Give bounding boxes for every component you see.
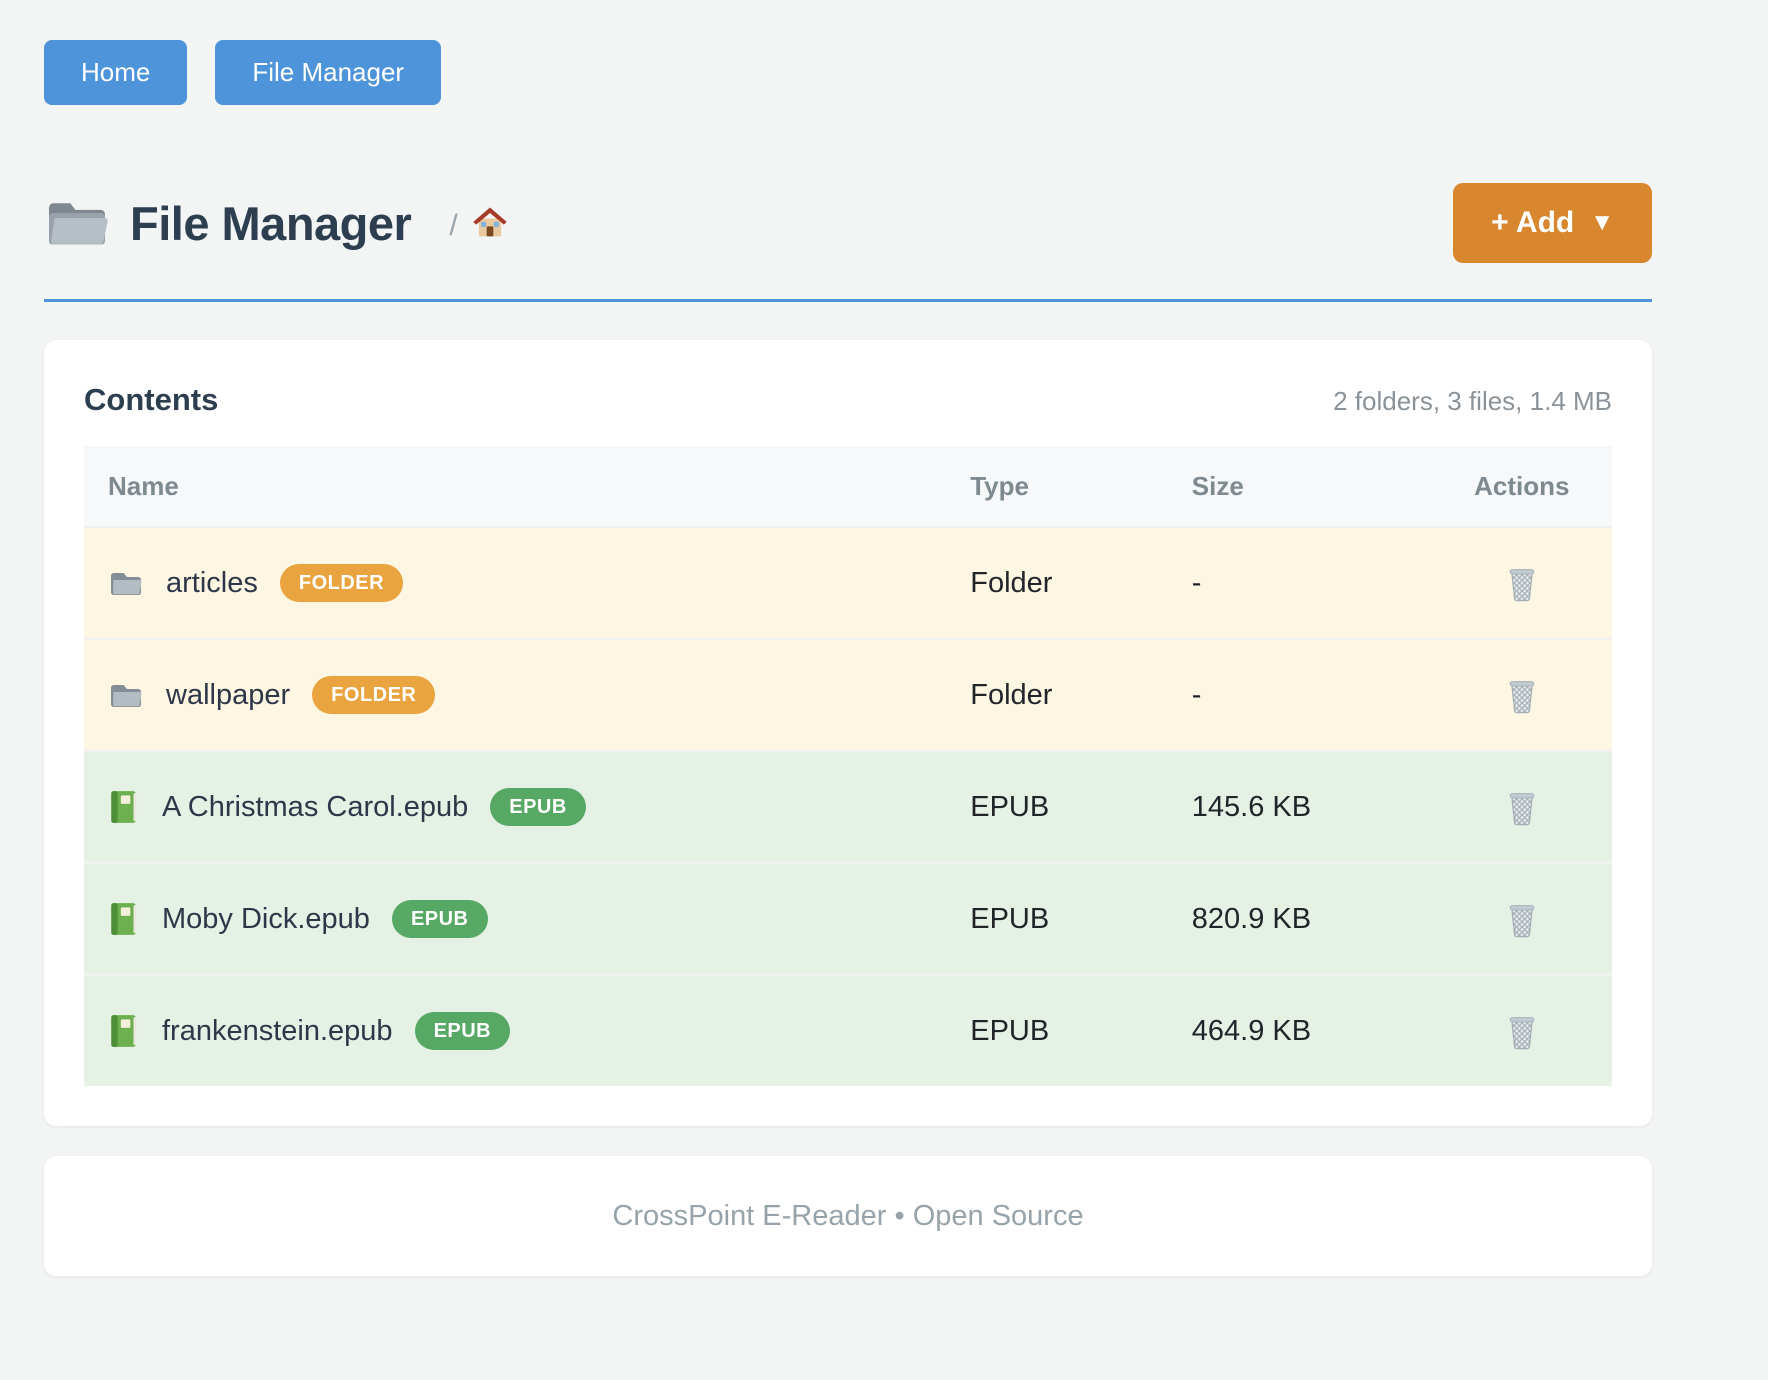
delete-button[interactable]	[1496, 784, 1548, 830]
file-size: -	[1191, 678, 1202, 711]
file-name: articles	[166, 566, 258, 599]
file-size: 820.9 KB	[1191, 902, 1312, 935]
footer-text: CrossPoint E-Reader • Open Source	[612, 1199, 1084, 1232]
page-header: File Manager / + Add ▼	[44, 183, 1652, 263]
table-header-row: Name Type Size Actions	[84, 446, 1612, 526]
file-size: -	[1191, 566, 1202, 599]
file-size: 145.6 KB	[1191, 790, 1312, 823]
name-cell: frankenstein.epub EPUB	[84, 1012, 970, 1050]
delete-button[interactable]	[1496, 896, 1548, 942]
delete-button[interactable]	[1496, 1008, 1548, 1054]
home-nav-button[interactable]: Home	[44, 40, 188, 105]
table-row[interactable]: Moby Dick.epub EPUB EPUB 820.9 KB	[84, 862, 1612, 974]
file-type-badge: FOLDER	[279, 564, 404, 602]
file-type: EPUB	[970, 790, 1050, 823]
open-folder-icon	[44, 195, 110, 251]
file-size: 464.9 KB	[1191, 1014, 1312, 1047]
table-row[interactable]: articles FOLDER Folder -	[84, 526, 1612, 638]
trash-icon	[1506, 900, 1538, 938]
file-type: EPUB	[970, 902, 1050, 935]
breadcrumb-separator: /	[449, 209, 458, 242]
contents-summary: 2 folders, 3 files, 1.4 MB	[1333, 386, 1612, 416]
file-name: A Christmas Carol.epub	[162, 790, 469, 823]
add-button[interactable]: + Add ▼	[1453, 183, 1652, 263]
file-name: Moby Dick.epub	[162, 902, 370, 935]
actions-cell	[1432, 896, 1612, 942]
column-header-type: Type	[970, 470, 1029, 501]
trash-icon	[1506, 564, 1538, 602]
actions-cell	[1432, 672, 1612, 718]
folder-icon	[108, 568, 144, 598]
title-wrap: File Manager /	[44, 195, 510, 251]
name-cell: A Christmas Carol.epub EPUB	[84, 788, 970, 826]
column-header-name: Name	[108, 470, 179, 501]
home-icon[interactable]	[470, 203, 510, 243]
file-name: frankenstein.epub	[162, 1014, 393, 1047]
file-type: EPUB	[970, 1014, 1050, 1047]
book-icon	[108, 1013, 140, 1049]
file-name: wallpaper	[166, 678, 291, 711]
column-header-size: Size	[1191, 470, 1244, 501]
trash-icon	[1506, 1012, 1538, 1050]
name-cell: wallpaper FOLDER	[84, 676, 970, 714]
delete-button[interactable]	[1496, 672, 1548, 718]
card-header: Contents 2 folders, 3 files, 1.4 MB	[84, 382, 1612, 418]
book-icon	[108, 789, 140, 825]
actions-cell	[1432, 560, 1612, 606]
file-type-badge: EPUB	[391, 900, 488, 938]
chevron-down-icon: ▼	[1590, 209, 1614, 236]
file-type-badge: EPUB	[414, 1012, 511, 1050]
file-type-badge: EPUB	[490, 788, 586, 826]
file-type: Folder	[970, 566, 1053, 599]
table-row[interactable]: wallpaper FOLDER Folder -	[84, 638, 1612, 750]
table-row[interactable]: frankenstein.epub EPUB EPUB 464.9 KB	[84, 974, 1612, 1086]
top-nav: Home File Manager	[44, 40, 1652, 105]
book-icon	[108, 901, 140, 937]
table-body: articles FOLDER Folder -	[84, 526, 1612, 1086]
delete-button[interactable]	[1496, 560, 1548, 606]
contents-title: Contents	[84, 382, 219, 417]
add-button-label: + Add	[1491, 206, 1575, 239]
trash-icon	[1506, 676, 1538, 714]
breadcrumb: /	[449, 203, 509, 243]
table-row[interactable]: A Christmas Carol.epub EPUB EPUB 145.6 K…	[84, 750, 1612, 862]
contents-card: Contents 2 folders, 3 files, 1.4 MB Name…	[44, 340, 1652, 1126]
header-divider	[44, 299, 1652, 302]
column-header-actions: Actions	[1474, 470, 1570, 501]
file-manager-nav-button[interactable]: File Manager	[215, 40, 442, 105]
file-table: Name Type Size Actions	[84, 446, 1612, 1086]
actions-cell	[1432, 784, 1612, 830]
file-type: Folder	[970, 678, 1053, 711]
page-title: File Manager	[130, 196, 412, 250]
file-type-badge: FOLDER	[312, 676, 436, 714]
actions-cell	[1432, 1008, 1612, 1054]
name-cell: articles FOLDER	[84, 564, 970, 602]
name-cell: Moby Dick.epub EPUB	[84, 900, 970, 938]
footer: CrossPoint E-Reader • Open Source	[44, 1156, 1652, 1276]
folder-icon	[108, 680, 144, 710]
trash-icon	[1506, 788, 1538, 826]
